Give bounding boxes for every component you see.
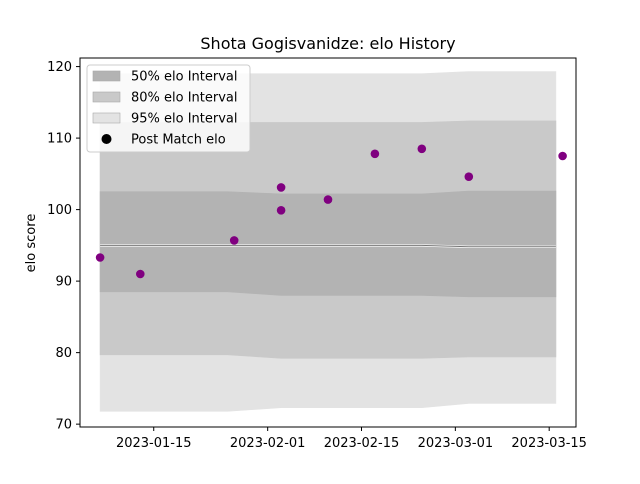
legend-swatch	[92, 91, 121, 103]
legend-label: 50% elo Interval	[131, 70, 238, 85]
x-tick-label: 2023-02-15	[324, 436, 400, 451]
data-point	[464, 172, 474, 181]
legend-swatch	[92, 70, 121, 82]
band-50-interval	[99, 190, 557, 298]
y-tick-label: 90	[55, 275, 72, 290]
x-tick-label: 2023-01-15	[116, 436, 192, 451]
chart-title: Shota Gogisvanidze: elo History	[200, 34, 455, 53]
data-point	[229, 236, 239, 245]
y-tick-label: 80	[55, 346, 72, 361]
data-point	[417, 144, 427, 154]
legend-label: 80% elo Interval	[131, 91, 238, 106]
x-tick-label: 2023-03-15	[511, 436, 587, 451]
legend-swatch	[92, 112, 121, 124]
x-tick-label: 2023-02-01	[230, 436, 306, 451]
data-point	[276, 206, 286, 215]
x-axis: 2023-01-15 2023-02-01 2023-02-15 2023-03-01…	[116, 427, 587, 451]
data-point	[370, 149, 380, 159]
legend: 50% elo Interval 80% elo Interval 95% elo …	[86, 64, 251, 153]
y-axis: 70 80 90 100 110 120	[47, 60, 80, 433]
mean-line	[100, 244, 556, 248]
x-tick-label: 2023-03-01	[418, 436, 494, 451]
legend-marker	[101, 134, 112, 144]
y-tick-label: 70	[55, 418, 72, 433]
legend-box	[86, 64, 251, 153]
data-point	[558, 151, 567, 161]
plot-frame	[79, 57, 577, 428]
data-point	[276, 183, 286, 192]
mean-line-layer	[100, 244, 556, 249]
legend-label: Post Match elo	[131, 133, 226, 148]
data-point	[95, 253, 105, 262]
post-match-points	[95, 144, 567, 279]
y-axis-label: elo score	[24, 214, 39, 273]
y-tick-label: 110	[47, 132, 72, 147]
legend-label: 95% elo Interval	[131, 112, 238, 127]
y-tick-label: 120	[47, 60, 72, 75]
interval-bands	[99, 71, 557, 412]
y-tick-label: 100	[47, 203, 72, 218]
data-point	[136, 269, 145, 279]
data-point	[323, 195, 333, 204]
